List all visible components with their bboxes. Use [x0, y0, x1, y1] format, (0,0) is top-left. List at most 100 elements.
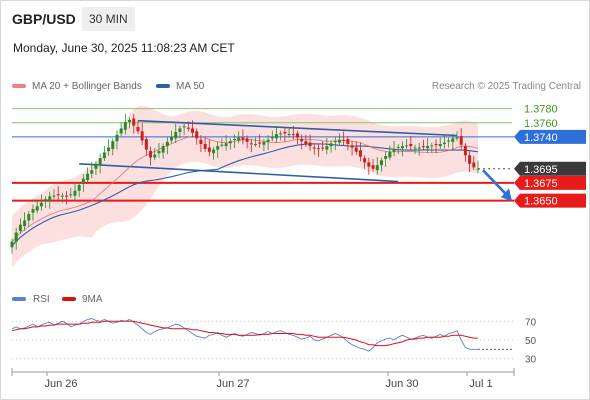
- candle-body: [65, 195, 69, 197]
- candle-body: [220, 144, 224, 146]
- candle-body: [224, 143, 228, 147]
- candle-body: [207, 147, 211, 152]
- candle-body: [300, 139, 304, 142]
- candle-body: [249, 143, 253, 145]
- candle-body: [212, 149, 216, 154]
- candle-body: [216, 146, 220, 150]
- resistance-1-label: 1.3760: [524, 118, 558, 130]
- candles: [10, 113, 480, 254]
- support-1-label: 1.3675: [524, 178, 558, 190]
- candle-body: [107, 147, 111, 152]
- candle-body: [358, 150, 362, 157]
- candle-body: [245, 138, 249, 142]
- candle-body: [287, 134, 291, 136]
- candle-body: [325, 146, 329, 150]
- candle-body: [270, 136, 274, 139]
- channel-lower-line: [79, 163, 399, 183]
- candle-body: [94, 163, 98, 169]
- candle-body: [115, 134, 119, 142]
- candle-body: [463, 146, 467, 156]
- pivot-tag: [514, 129, 586, 144]
- candle-body: [195, 131, 199, 139]
- candle-body: [258, 142, 262, 144]
- candle-body: [140, 131, 144, 141]
- candle-body: [400, 146, 404, 149]
- legend-ma20: MA 20 + Bollinger Bands: [12, 81, 142, 92]
- candle-body: [31, 209, 35, 213]
- candle-body: [111, 141, 115, 149]
- candle-body: [337, 139, 341, 143]
- datetime-label: Monday, June 30, 2025 11:08:23 AM CET: [13, 41, 235, 55]
- candle-body: [23, 220, 27, 227]
- timeframe-badge[interactable]: 30 MIN: [82, 7, 135, 31]
- candle-body: [434, 144, 438, 145]
- candle-body: [379, 160, 383, 166]
- current-price-label: 1.3695: [524, 164, 558, 176]
- ma50-line: [11, 143, 479, 247]
- candle-body: [153, 154, 157, 158]
- candle-body: [321, 147, 325, 149]
- candle-body: [119, 128, 123, 134]
- rsi-legend-swatch: [12, 297, 26, 301]
- candle-body: [354, 147, 358, 152]
- candle-body: [472, 162, 476, 168]
- candle-body: [346, 139, 350, 144]
- candle-body: [149, 151, 153, 158]
- candle-body: [291, 134, 295, 136]
- candle-body: [384, 156, 388, 159]
- x-label-0: Jun 26: [44, 378, 77, 390]
- candle-body: [442, 142, 446, 144]
- candle-body: [253, 144, 257, 145]
- current-price-tag: [514, 161, 586, 176]
- ma50-swatch: [156, 84, 170, 89]
- candle-body: [161, 146, 165, 153]
- legend-ma20-label: MA 20 + Bollinger Bands: [32, 81, 142, 92]
- candle-body: [350, 145, 354, 148]
- candle-body: [447, 140, 451, 142]
- candle-body: [342, 139, 346, 141]
- resistance-2-label: 1.3780: [524, 104, 558, 116]
- candle-body: [430, 145, 434, 147]
- candle-body: [77, 185, 81, 191]
- candle-body: [60, 195, 64, 197]
- rsi-tick-30: 30: [525, 355, 537, 366]
- legend-ma50-label: MA 50: [176, 81, 205, 92]
- candle-body: [170, 136, 174, 141]
- candle-body: [438, 144, 442, 147]
- candle-body: [178, 128, 182, 132]
- x-label-1: Jun 27: [216, 378, 249, 390]
- candle-body: [102, 152, 106, 159]
- candle-body: [157, 151, 161, 154]
- support-2-label: 1.3650: [524, 196, 558, 208]
- candle-body: [233, 139, 237, 141]
- candle-body: [132, 118, 136, 126]
- candle-body: [392, 148, 396, 152]
- candle-body: [186, 127, 190, 129]
- candle-body: [308, 142, 312, 147]
- candle-body: [128, 119, 132, 123]
- candle-body: [283, 131, 287, 134]
- forecast-arrow-head: [501, 188, 512, 202]
- ma20-line: [11, 135, 479, 243]
- candle-body: [144, 139, 148, 150]
- candle-body: [123, 122, 127, 130]
- support-2-tag: [514, 193, 586, 208]
- candle-body: [371, 165, 375, 169]
- legend-ma50: MA 50: [156, 81, 204, 92]
- x-label-3: Jul 1: [469, 378, 492, 390]
- bollinger-band: [12, 105, 478, 268]
- candle-body: [90, 170, 94, 174]
- candle-body: [451, 138, 455, 142]
- rsi-tick-70: 70: [525, 317, 537, 328]
- candle-body: [304, 141, 308, 144]
- candle-body: [27, 214, 31, 221]
- candle-body: [203, 144, 207, 149]
- candle-body: [409, 144, 413, 147]
- candle-body: [333, 141, 337, 143]
- candle-body: [413, 147, 417, 149]
- candle-body: [279, 133, 283, 135]
- candle-body: [81, 178, 85, 184]
- candle-body: [52, 195, 56, 197]
- candle-body: [165, 141, 169, 147]
